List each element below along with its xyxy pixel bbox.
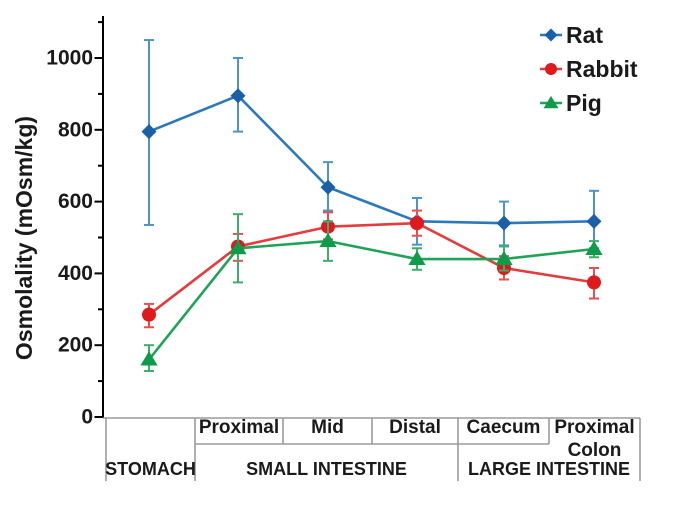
series-line — [148, 221, 595, 316]
x-sub-label: Proximal — [199, 417, 279, 438]
data-point-pig-5 — [495, 250, 513, 266]
y-axis: 0 200 400 600 800 1000 Osmolality (mOsm/kg) — [11, 16, 104, 429]
y-tick-label: 1000 — [46, 47, 93, 70]
series-line — [147, 239, 595, 361]
y-axis-title: Osmolality (mOsm/kg) — [11, 116, 37, 360]
data-point-rabbit-6 — [587, 275, 601, 290]
legend-label: Pig — [566, 90, 602, 116]
data-point-rat-1 — [141, 124, 157, 140]
legend-label: Rat — [566, 22, 603, 48]
series-pig — [140, 213, 603, 373]
y-tick-label: 800 — [58, 118, 93, 141]
y-tick-label: 200 — [58, 334, 93, 357]
legend-marker-rat — [544, 28, 558, 42]
data-point-pig-2 — [229, 240, 247, 255]
legend-marker-pig — [543, 95, 559, 109]
legend: Rat Rabbit Pig — [540, 22, 638, 116]
data-point-pig-4 — [408, 250, 426, 266]
data-point-pig-6 — [585, 240, 603, 255]
legend-label: Rabbit — [566, 56, 638, 82]
data-point-pig-3 — [319, 232, 337, 248]
legend-item-rabbit: Rabbit — [540, 56, 638, 82]
x-sub-label: Mid — [311, 417, 344, 438]
legend-item-rat: Rat — [540, 22, 603, 48]
legend-marker-rabbit — [545, 63, 557, 75]
x-sub-label: Proximal — [554, 417, 634, 438]
y-tick-label: 0 — [81, 406, 93, 429]
data-point-rat-5 — [496, 215, 512, 231]
y-tick-label: 600 — [58, 190, 93, 213]
x-axis-table: Proximal Mid Distal Caecum ProximalColonSTOM… — [103, 417, 641, 481]
x-sub-label: Distal — [389, 417, 441, 438]
x-sub-label: Caecum — [467, 417, 541, 438]
data-point-rat-2 — [230, 88, 246, 104]
x-sub-label: Colon — [568, 440, 622, 461]
data-point-pig-1 — [140, 351, 158, 366]
x-group-label: LARGE INTESTINE — [468, 459, 630, 479]
y-tick-label: 400 — [58, 262, 93, 285]
data-point-rabbit-1 — [142, 307, 156, 322]
data-point-rat-6 — [586, 213, 602, 229]
x-group-label: SMALL INTESTINE — [246, 459, 407, 479]
series-line — [148, 94, 595, 225]
legend-item-pig: Pig — [540, 90, 602, 116]
data-point-rat-3 — [320, 179, 336, 195]
data-point-rabbit-4 — [410, 216, 424, 231]
x-group-label: STOMACH — [105, 459, 196, 479]
